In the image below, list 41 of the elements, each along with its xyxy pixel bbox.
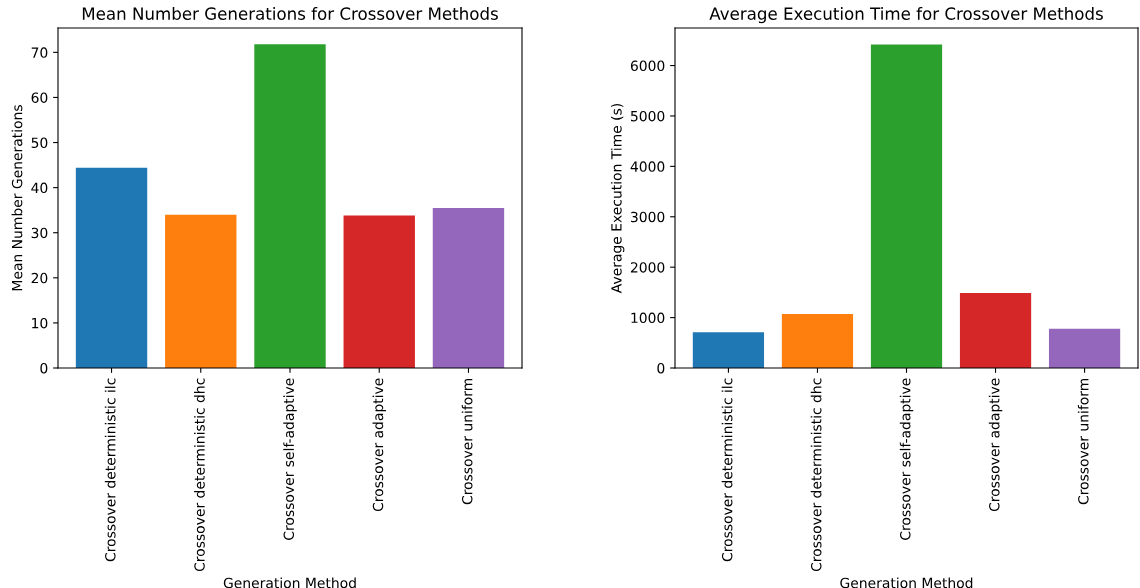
y-tick-label: 60 bbox=[31, 92, 48, 103]
y-tick-label: 4000 bbox=[630, 161, 665, 172]
x-tick-label: Crossover adaptive bbox=[372, 378, 386, 512]
y-tick-label: 0 bbox=[40, 362, 48, 374]
y-tick-label: 70 bbox=[31, 47, 48, 58]
bar bbox=[692, 332, 765, 368]
x-tick-label: Crossover deterministic dhc bbox=[810, 378, 822, 572]
y-tick-label: 20 bbox=[31, 272, 48, 284]
y-tick-label: 50 bbox=[31, 137, 48, 149]
y-tick-label: 3000 bbox=[630, 211, 665, 223]
x-tick-label: Crossover adaptive bbox=[988, 378, 1003, 512]
y-tick-label: 1000 bbox=[631, 312, 665, 324]
x-tick-label: Crossover deterministic ilc bbox=[104, 378, 116, 562]
y-tick-label: 5000 bbox=[631, 110, 665, 122]
x-axis-title: Generation Method bbox=[840, 577, 973, 588]
y-axis-title: Mean Number Generations bbox=[11, 105, 23, 291]
chart-title: Mean Number Generations for Crossover Methods bbox=[82, 7, 498, 20]
bar bbox=[432, 207, 505, 368]
x-tick-label: Crossover deterministic dhc bbox=[194, 378, 205, 572]
bar bbox=[1048, 328, 1121, 368]
x-tick-label: Crossover uniform bbox=[1077, 378, 1089, 505]
y-tick-label: 40 bbox=[31, 182, 48, 194]
x-tick-label: Crossover uniform bbox=[461, 378, 473, 505]
x-axis-title: Generation Method bbox=[223, 577, 356, 588]
y-tick-label: 30 bbox=[31, 227, 48, 239]
bar bbox=[165, 214, 237, 368]
x-tick-label: Crossover self-adaptive bbox=[283, 378, 297, 540]
bar bbox=[343, 215, 415, 368]
bar bbox=[870, 44, 943, 368]
bar bbox=[254, 44, 326, 368]
y-tick-label: 0 bbox=[657, 362, 665, 374]
y-axis-title: Average Execution Time (s) bbox=[610, 103, 625, 294]
x-tick-label: Crossover deterministic ilc bbox=[721, 378, 733, 562]
y-tick-label: 6000 bbox=[630, 60, 665, 72]
bar bbox=[781, 314, 854, 368]
bar bbox=[75, 167, 148, 368]
y-tick-label: 10 bbox=[32, 317, 48, 329]
x-tick-label: Crossover self-adaptive bbox=[899, 378, 914, 540]
bar bbox=[959, 292, 1032, 368]
y-tick-label: 2000 bbox=[630, 262, 665, 273]
chart-title: Average Execution Time for Crossover Methods bbox=[709, 7, 1103, 24]
